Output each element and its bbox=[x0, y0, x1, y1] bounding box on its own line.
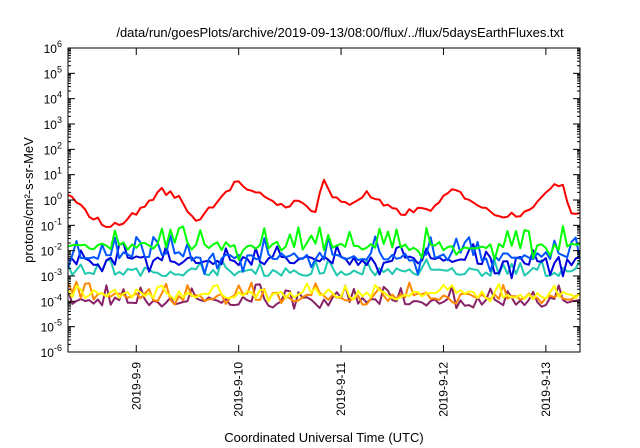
y-tick-label: 104 bbox=[44, 90, 62, 107]
y-tick-label: 102 bbox=[44, 140, 62, 157]
x-tick-label: 2019-9-12 bbox=[436, 362, 450, 417]
y-tick-label: 10-5 bbox=[41, 318, 62, 335]
series-line bbox=[68, 225, 580, 261]
y-tick-label: 10-3 bbox=[41, 267, 62, 284]
x-tick-label: 2019-9-9 bbox=[129, 362, 143, 410]
chart-title: /data/run/goesPlots/archive/2019-09-13/0… bbox=[116, 25, 564, 40]
y-tick-label: 100 bbox=[44, 191, 62, 208]
x-tick-label: 2019-9-11 bbox=[334, 362, 348, 416]
y-tick-label: 10-1 bbox=[41, 216, 62, 233]
y-tick-label: 10-4 bbox=[41, 292, 62, 309]
series-line bbox=[68, 282, 580, 303]
y-tick-label: 10-6 bbox=[41, 343, 62, 360]
x-axis-label: Coordinated Universal Time (UTC) bbox=[224, 430, 423, 445]
y-tick-label: 101 bbox=[44, 166, 62, 183]
series-line bbox=[68, 178, 580, 228]
y-tick-label: 106 bbox=[44, 39, 62, 56]
series-line bbox=[68, 258, 580, 277]
y-tick-label: 105 bbox=[44, 64, 62, 81]
plot-frame bbox=[67, 47, 581, 353]
y-axis-label: protons/cm²-s-sr-MeV bbox=[21, 137, 36, 263]
x-tick-label: 2019-9-13 bbox=[539, 362, 553, 417]
series-layer bbox=[68, 178, 580, 310]
y-tick-label: 10-2 bbox=[41, 242, 62, 259]
x-tick-label: 2019-9-10 bbox=[232, 362, 246, 417]
axis-layer: 10-6 10-5 10-4 10-3 10-2 10-1 100 101 102 103 104 1… bbox=[41, 39, 580, 417]
y-tick-label: 103 bbox=[44, 115, 62, 132]
